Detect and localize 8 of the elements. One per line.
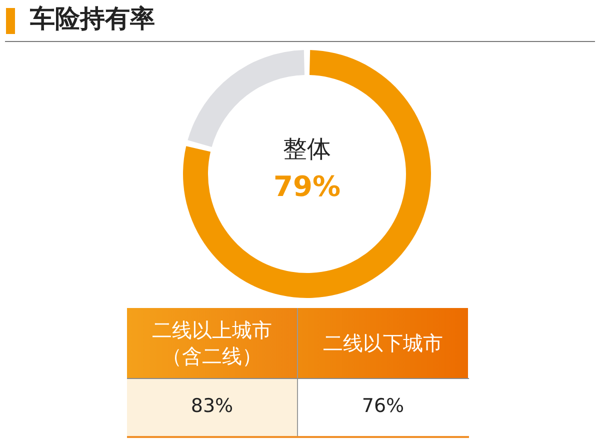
slice-label: 整体 [282, 134, 332, 165]
category-label: 二线以下城市 [322, 330, 444, 356]
data-label: 79% [272, 170, 342, 203]
text: 76% [362, 395, 404, 417]
text: 83% [190, 395, 234, 417]
category-label: 二线以上城市（含二线） [151, 317, 273, 369]
chart-title: 车险持有率 [30, 3, 155, 35]
donut-slice [183, 50, 431, 298]
